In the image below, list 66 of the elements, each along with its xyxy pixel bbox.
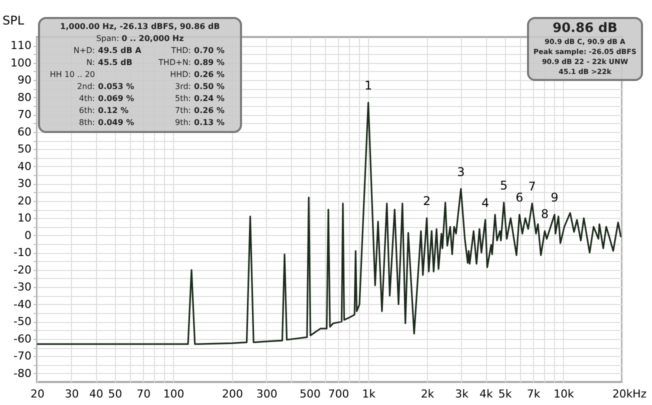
annotation: 7th: 0.26 % [174,105,226,117]
y-tick-label: -60 [14,332,32,346]
y-tick-label: 60 [18,125,32,138]
y-tick-label: 20 [18,194,32,208]
y-tick-label: -80 [14,366,32,380]
x-tick-label: 700 [328,388,350,400]
x-axis-title: Hz [632,388,647,400]
annotation: 7 [528,179,536,194]
y-tick-label: -50 [14,315,32,328]
x-tick-label: 300 [256,388,278,400]
annotation: THD+N: 0.89 % [158,57,226,69]
x-tick-label: 50 [108,388,122,400]
x-tick-label: 40 [89,388,104,400]
x-tick-label: 30 [64,388,79,400]
x-tick-label: 5k [498,388,512,400]
y-tick-label: 80 [18,90,32,104]
annotation: Span: 0 .. 20,000 Hz [95,33,185,45]
text: 1,000.00 Hz, -26.13 dBFS, 90.86 dB [60,22,220,31]
y-tick-label: 30 [18,177,32,190]
x-tick-label: 4k [480,388,494,400]
x-tick-label: 70 [136,388,151,400]
x-tick-label: 2k [420,388,435,400]
y-tick-label: -40 [14,298,32,311]
annotation: 8 [540,207,549,222]
y-axis-title: SPL [2,14,24,28]
y-tick-label: 40 [18,160,32,173]
annotation: THD: 0.70 % [170,45,226,57]
y-tick-label: 90 [18,74,32,87]
annotation: 5th: 0.24 % [174,93,226,105]
x-tick-label: 200 [222,388,243,400]
annotation: HHD: 0.26 % [169,69,226,81]
annotation: 4th: 0.069 % [78,93,136,105]
y-tick-label: 50 [18,142,32,156]
x-tick-label: 3k [455,388,470,400]
x-tick-label: 1k [362,388,376,400]
annotation: 6 [516,190,524,205]
annotation: 3rd: 0.50 % [174,81,226,93]
y-tick-label: 70 [18,108,32,122]
y-tick-label: 100 [10,56,32,70]
y-tick-label: 10 [18,212,32,225]
annotation: N+D: 49.5 dB A [72,45,142,57]
annotation: 8th: 0.049 % [78,117,136,129]
annotation: 9th: 0.13 % [174,117,226,129]
text: 90.86 dB [552,21,618,36]
y-tick-label: -30 [14,280,32,294]
annotation: 6th: 0.12 % [78,105,130,117]
x-tick-label: 10k [554,388,575,400]
x-tick-label: 100 [163,388,184,400]
annotation: 9 [550,190,558,205]
annotation: HH 10 .. 20 [48,69,96,81]
y-tick-label: -10 [14,246,32,260]
y-tick-label: 110 [10,39,32,52]
x-tick-label: 500 [300,388,321,400]
x-tick-label: 7k [526,388,541,400]
y-tick-label: -70 [14,350,32,363]
annotation: 3 [457,164,465,179]
annotation: 2nd: 0.053 % [76,81,136,93]
annotation: 1 [364,78,372,93]
x-tick-label: 20 [30,388,44,400]
annotation: 4 [481,196,490,210]
annotation: 2 [422,194,431,208]
annotation: N: 45.5 dB [85,57,134,69]
y-tick-label: 0 [24,228,32,242]
x-tick-label: 20k [612,388,634,400]
y-tick-label: -20 [14,263,32,276]
annotation: 5 [500,178,508,193]
